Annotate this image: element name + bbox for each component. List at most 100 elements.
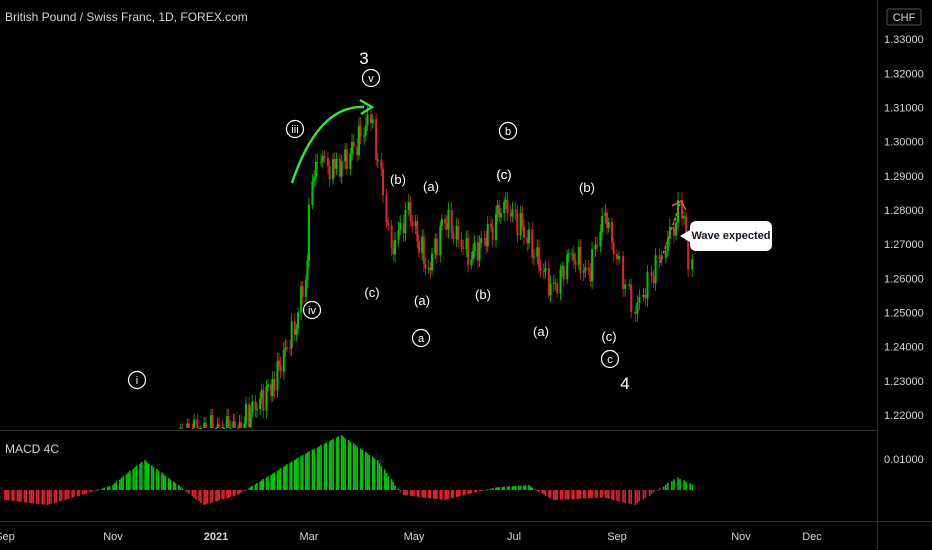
macd-bar	[387, 475, 389, 490]
wave-label: (b)	[579, 180, 595, 195]
macd-bar	[496, 487, 499, 490]
candle-body	[547, 268, 550, 296]
macd-bar	[289, 462, 291, 490]
candle-body	[473, 242, 476, 251]
candle-body	[387, 222, 390, 226]
macd-bar	[83, 490, 86, 495]
macd-bar	[32, 490, 35, 504]
macd-bar	[459, 490, 461, 497]
macd-bar	[48, 490, 51, 505]
candle-body	[457, 226, 460, 241]
candle-body	[332, 159, 335, 180]
macd-bar	[584, 490, 587, 499]
candle-body	[251, 401, 254, 413]
wave-expected-callout[interactable]: Wave expected	[680, 221, 772, 251]
candle-body	[606, 212, 609, 228]
macd-bar	[652, 490, 655, 493]
macd-bar	[181, 488, 184, 490]
candle-body	[646, 272, 649, 299]
macd-bar	[300, 456, 302, 490]
macd-bar	[25, 490, 28, 503]
wave-label-text: (b)	[475, 287, 491, 302]
macd-bar	[421, 490, 423, 498]
macd-bar	[139, 463, 141, 490]
candle-body	[660, 257, 663, 260]
macd-bar	[94, 490, 97, 491]
candle-body	[654, 254, 657, 284]
macd-bar	[113, 483, 116, 490]
macd-bar	[36, 490, 38, 504]
candle-body	[439, 226, 442, 256]
macd-bar	[679, 478, 681, 490]
candle-body	[572, 253, 575, 261]
candle-body	[460, 240, 463, 248]
macd-bar	[518, 485, 520, 490]
price-tick: 1.23000	[884, 376, 924, 388]
macd-bar	[371, 456, 374, 490]
macd-bar	[498, 487, 501, 490]
candle-body	[376, 159, 379, 161]
macd-bar	[164, 476, 167, 490]
time-tick: 2021	[204, 531, 228, 543]
macd-bar	[582, 490, 585, 499]
macd-bar	[248, 488, 250, 490]
macd-bar	[691, 484, 694, 490]
candle-body	[566, 254, 569, 280]
macd-bar	[59, 490, 61, 502]
time-axis[interactable]: Sep Nov 2021 Mar May Jul Sep Nov Dec	[0, 531, 822, 543]
macd-bar	[658, 488, 661, 490]
time-tick: Sep	[607, 531, 627, 543]
macd-bar	[174, 483, 177, 490]
candle-body	[204, 422, 207, 428]
macd-bar	[129, 470, 131, 490]
macd-bar	[662, 486, 665, 490]
candle-body	[181, 427, 184, 429]
candle-body	[209, 415, 212, 428]
macd-bar	[344, 438, 346, 490]
candle-body	[290, 321, 293, 348]
price-tick: 1.31000	[884, 103, 924, 115]
candle-body	[476, 242, 479, 261]
candle-body	[227, 416, 230, 428]
candle-body	[262, 389, 265, 411]
macd-bar	[227, 490, 230, 498]
wave-label-text: a	[418, 333, 425, 345]
candle-body	[504, 199, 507, 202]
macd-bar	[599, 490, 602, 498]
price-tick: 1.30000	[884, 137, 924, 149]
macd-bar	[98, 489, 100, 490]
candle-body	[375, 119, 378, 161]
macd-bar	[577, 490, 580, 499]
wave-label: i	[127, 370, 147, 390]
candle-body	[295, 328, 298, 335]
wave-arrow-head	[359, 98, 375, 116]
wave-label-circle	[127, 370, 147, 390]
candle-body	[276, 360, 279, 391]
macd-bar	[508, 486, 510, 490]
price-tick: 1.26000	[884, 273, 924, 285]
candle-body	[652, 276, 655, 284]
price-scale[interactable]: 1.33000 1.32000 1.31000 1.30000 1.29000 1.280…	[884, 34, 924, 422]
candle-body	[672, 226, 675, 236]
macd-bar	[399, 490, 402, 492]
macd-bar	[618, 490, 620, 502]
macd-bar	[671, 481, 673, 490]
macd-bar	[4, 490, 6, 500]
macd-bar	[134, 467, 136, 490]
macd-bar	[434, 490, 437, 499]
price-tick: 1.24000	[884, 342, 924, 354]
macd-bar	[211, 490, 214, 503]
macd-bar	[594, 490, 597, 498]
candle-body	[554, 282, 557, 284]
macd-bar	[20, 490, 22, 503]
price-tick: 1.25000	[884, 308, 924, 320]
macd-bar	[677, 477, 679, 490]
macd-bar	[161, 472, 163, 490]
candle-body	[589, 270, 592, 282]
candle-body	[519, 213, 522, 236]
candle-body	[352, 141, 355, 147]
macd-bar	[90, 490, 93, 492]
candle-body	[434, 238, 437, 254]
